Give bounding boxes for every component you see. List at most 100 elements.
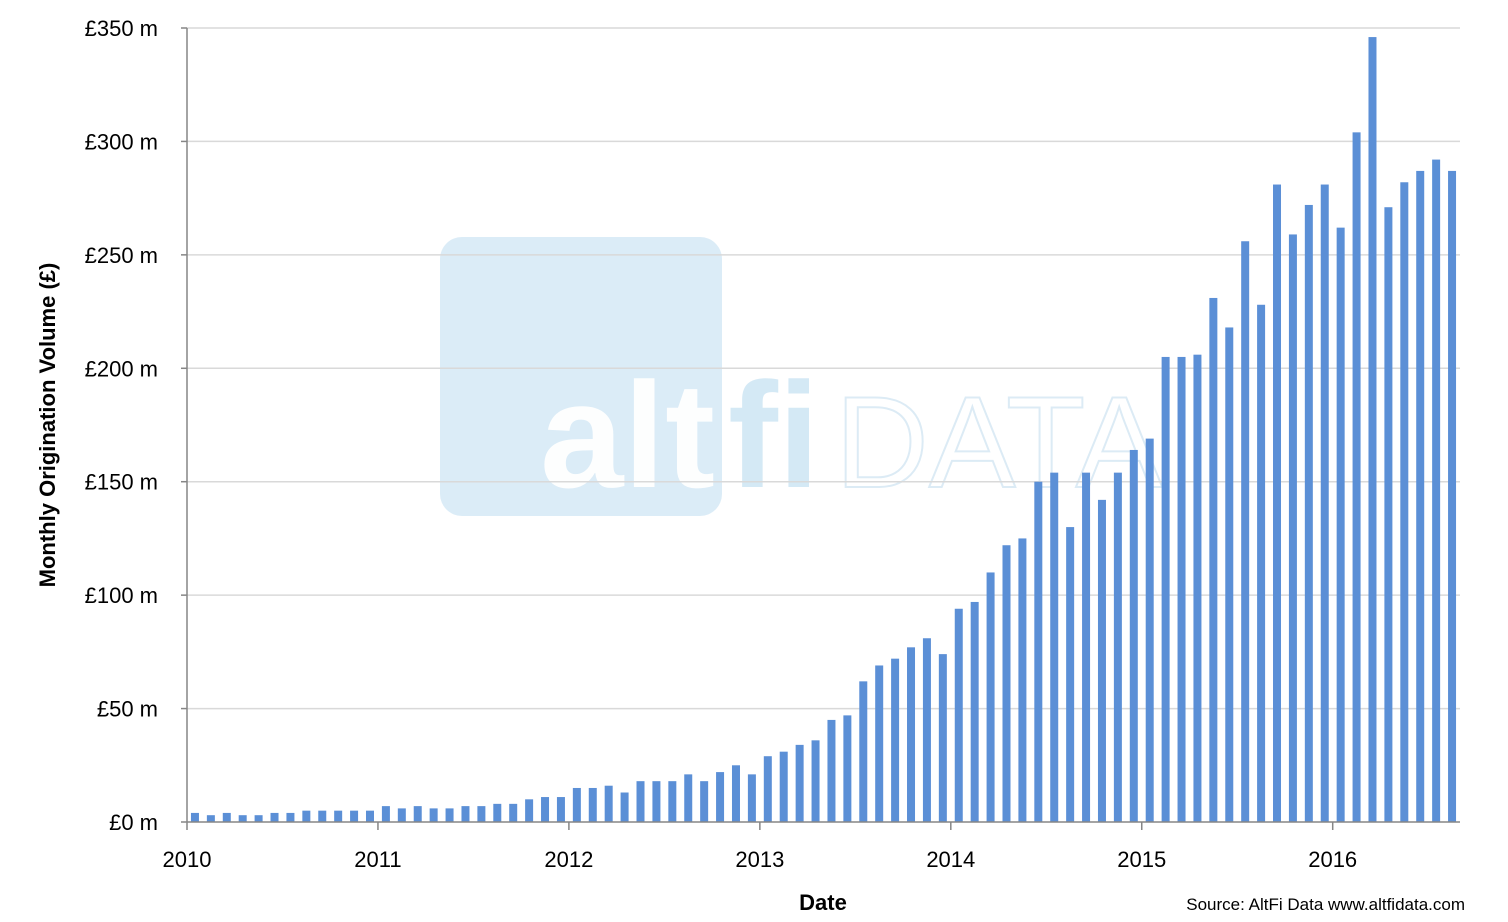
watermark-logo-left: alt	[540, 351, 715, 519]
bar	[206, 815, 215, 822]
bar	[477, 806, 486, 822]
bar	[190, 812, 199, 822]
bar	[938, 654, 947, 822]
x-axis-title: Date	[799, 890, 847, 915]
bar	[286, 812, 295, 822]
bar	[1320, 184, 1329, 822]
bar	[668, 781, 677, 822]
bar	[1241, 241, 1250, 822]
watermark: alt fi DATA	[440, 237, 1164, 519]
bar	[461, 806, 470, 822]
y-tick-label: £250 m	[85, 243, 158, 268]
bar	[1384, 207, 1393, 822]
bar	[684, 774, 693, 822]
bar	[1368, 37, 1377, 823]
bar	[541, 797, 550, 822]
bar	[731, 765, 740, 822]
bar	[922, 638, 931, 822]
bar	[636, 781, 645, 822]
bar	[238, 815, 247, 822]
bar	[445, 808, 454, 822]
bar	[572, 787, 581, 822]
y-axis-title: Monthly Origination Volume (£)	[35, 263, 60, 588]
bar	[1304, 204, 1313, 822]
bar	[1448, 170, 1457, 823]
bar	[1352, 132, 1361, 823]
bar	[811, 740, 820, 822]
bar	[747, 774, 756, 822]
bar	[1416, 170, 1425, 823]
bar	[413, 806, 422, 822]
bar	[334, 810, 343, 822]
bar	[1288, 234, 1297, 822]
y-tick-labels: £0 m £50 m £100 m £150 m £200 m £250 m £300 m £…	[85, 16, 187, 835]
x-tick-label: 2012	[544, 847, 593, 872]
bar	[222, 812, 231, 822]
bar	[302, 810, 311, 822]
x-tick-label: 2016	[1308, 847, 1357, 872]
bar	[350, 810, 359, 822]
watermark-logo-right: DATA	[835, 369, 1163, 515]
bar	[1129, 449, 1138, 822]
bar	[1225, 327, 1234, 822]
x-tick-label: 2015	[1117, 847, 1166, 872]
bar	[1400, 182, 1409, 822]
bar	[1113, 472, 1122, 822]
gridlines	[187, 27, 1460, 710]
bar	[365, 810, 374, 822]
axes	[186, 28, 1460, 823]
x-tick-label: 2010	[163, 847, 212, 872]
bar	[381, 806, 390, 822]
source-note: Source: AltFi Data www.altfidata.com	[1186, 895, 1465, 914]
bar	[1034, 481, 1043, 822]
bar	[525, 799, 534, 822]
bar	[1193, 354, 1202, 822]
bar	[429, 808, 438, 822]
bar	[652, 781, 661, 822]
bar	[556, 797, 565, 822]
bar	[986, 572, 995, 822]
bar	[1145, 438, 1154, 822]
bar	[1257, 304, 1266, 822]
bar	[779, 751, 788, 822]
bar	[907, 647, 916, 822]
x-tick-label: 2014	[926, 847, 975, 872]
bar	[1082, 472, 1091, 822]
bar	[1177, 356, 1186, 822]
bar	[1018, 538, 1027, 822]
bar	[1097, 499, 1106, 822]
y-tick-label: £100 m	[85, 583, 158, 608]
watermark-logo-box	[440, 237, 722, 516]
bar	[1050, 472, 1059, 822]
bar	[1273, 184, 1282, 822]
bar	[588, 787, 597, 822]
bar	[397, 808, 406, 822]
y-tick-label: £350 m	[85, 16, 158, 41]
watermark-logo-mid: fi	[728, 351, 820, 519]
bar	[1432, 159, 1441, 822]
bar	[970, 601, 979, 822]
y-tick-label: £0 m	[109, 810, 158, 835]
y-tick-label: £150 m	[85, 470, 158, 495]
bar	[843, 715, 852, 822]
bar	[270, 812, 279, 822]
bar	[1336, 227, 1345, 823]
bar	[891, 658, 900, 822]
bar	[318, 810, 327, 822]
bar	[827, 719, 836, 822]
y-tick-label: £200 m	[85, 356, 158, 381]
bar	[620, 792, 629, 822]
bar	[493, 803, 502, 822]
bar	[254, 815, 263, 822]
x-tick-label: 2011	[354, 847, 401, 872]
bar	[1066, 527, 1075, 822]
bar	[859, 681, 868, 822]
x-tick-labels: 2010 2011 2012 2013 2014 2015 2016	[163, 822, 1357, 872]
bar-series	[190, 37, 1457, 823]
bar	[763, 756, 772, 822]
y-tick-label: £300 m	[85, 129, 158, 154]
bar	[716, 772, 725, 822]
bar	[604, 785, 613, 822]
